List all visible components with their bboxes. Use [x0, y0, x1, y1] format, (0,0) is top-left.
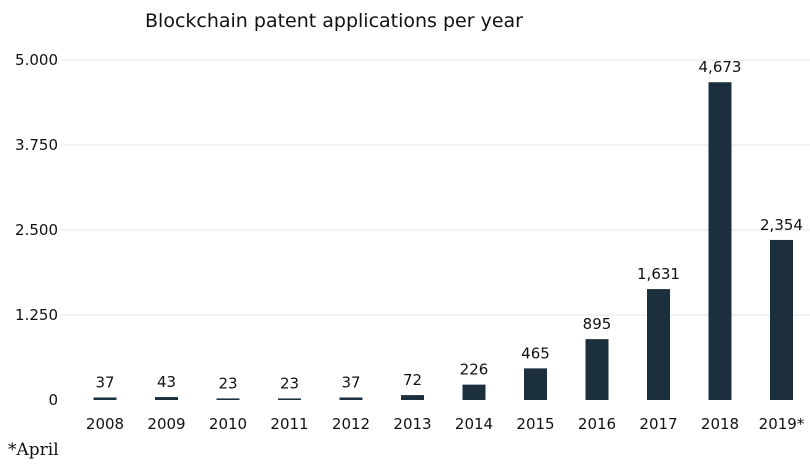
y-tick-label: 3.750	[15, 136, 58, 154]
x-tick-label: 2014	[455, 415, 493, 433]
y-axis: 0 1.250 2.500 3.750 5.000	[15, 51, 58, 409]
chart-title: Blockchain patent applications per year	[145, 10, 523, 32]
bar-2011	[278, 398, 301, 400]
value-labels: 37 43 23 23 37 72 226 465 895 1,631 4,673 2,354	[95, 58, 803, 392]
value-label: 37	[341, 373, 360, 391]
value-label: 465	[521, 344, 550, 362]
value-label: 1,631	[637, 265, 680, 283]
x-axis: 2008 2009 2010 2011 2012 2013 2014 2015 2016 2017…	[86, 415, 805, 433]
x-tick-label: 2012	[332, 415, 370, 433]
y-tick-label: 1.250	[15, 306, 58, 324]
bar-2014	[462, 384, 486, 400]
value-label: 37	[95, 373, 114, 391]
x-tick-label: 2015	[516, 415, 554, 433]
bar-2008	[93, 397, 117, 400]
bar-2017	[647, 289, 670, 400]
value-label: 23	[218, 374, 237, 392]
bar-2016	[585, 339, 609, 400]
bar-2013	[401, 395, 424, 400]
value-label: 895	[583, 315, 612, 333]
value-label: 43	[157, 373, 176, 391]
y-tick-label: 5.000	[15, 51, 58, 69]
x-tick-label: 2009	[147, 415, 185, 433]
bars	[93, 82, 793, 401]
value-label: 72	[403, 371, 422, 389]
x-tick-label: 2013	[393, 415, 431, 433]
x-tick-label: 2017	[639, 415, 677, 433]
x-tick-label: 2019*	[759, 415, 805, 433]
x-tick-label: 2011	[270, 415, 308, 433]
footnote: *April	[8, 440, 59, 460]
value-label: 2,354	[760, 216, 803, 234]
value-label: 226	[460, 361, 489, 379]
bar-2012	[339, 397, 363, 400]
value-label: 4,673	[699, 58, 742, 76]
x-tick-label: 2008	[86, 415, 124, 433]
x-tick-label: 2010	[209, 415, 247, 433]
y-tick-label: 2.500	[15, 221, 58, 239]
x-tick-label: 2018	[701, 415, 739, 433]
bar-2019	[770, 239, 793, 400]
x-tick-label: 2016	[578, 415, 616, 433]
y-tick-label: 0	[48, 391, 58, 409]
bar-2015	[524, 368, 547, 400]
bar-2018	[708, 82, 732, 401]
value-label: 23	[280, 374, 299, 392]
grid	[60, 59, 810, 316]
bar-2009	[155, 397, 178, 400]
bar-2010	[216, 398, 240, 400]
